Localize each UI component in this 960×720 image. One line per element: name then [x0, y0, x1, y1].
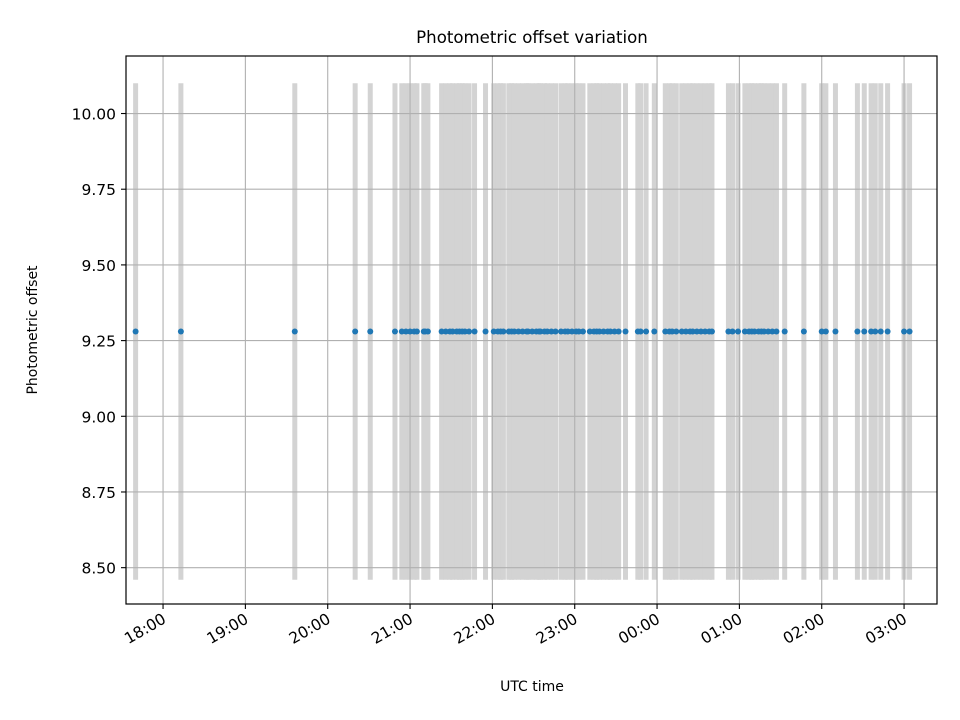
data-point	[615, 328, 622, 335]
data-point	[832, 328, 839, 335]
plot-area-frame	[125, 55, 938, 605]
y-tick-label: 9.00	[81, 408, 116, 426]
y-tick-label: 9.25	[81, 333, 116, 351]
data-point	[872, 328, 879, 335]
data-point	[500, 328, 507, 335]
data-point	[442, 328, 449, 335]
data-point	[291, 328, 298, 335]
data-point	[564, 328, 571, 335]
data-point	[901, 328, 908, 335]
data-point	[868, 328, 875, 335]
data-point	[651, 328, 658, 335]
data-point	[548, 328, 555, 335]
data-point	[413, 328, 420, 335]
data-point	[367, 328, 374, 335]
data-point	[596, 328, 603, 335]
data-point	[490, 328, 497, 335]
data-point	[761, 328, 768, 335]
data-point	[854, 328, 861, 335]
data-point	[544, 328, 551, 335]
data-point	[177, 328, 184, 335]
data-point	[352, 328, 359, 335]
data-point	[669, 328, 676, 335]
y-tick-label: 10.00	[72, 106, 116, 124]
data-point	[906, 328, 913, 335]
data-point	[673, 328, 680, 335]
data-point	[515, 328, 522, 335]
data-point	[735, 328, 742, 335]
data-point	[607, 328, 614, 335]
data-point	[637, 328, 644, 335]
data-point	[689, 328, 696, 335]
y-axis-label: Photometric offset	[25, 265, 41, 395]
data-point	[600, 328, 607, 335]
data-point	[537, 328, 544, 335]
data-point	[466, 328, 473, 335]
data-point	[579, 328, 586, 335]
data-point	[682, 328, 689, 335]
y-tick-label: 9.75	[81, 181, 116, 199]
data-point	[751, 328, 758, 335]
data-point	[702, 328, 709, 335]
data-point	[693, 328, 700, 335]
data-point	[449, 328, 456, 335]
data-point	[482, 328, 489, 335]
data-point	[884, 328, 891, 335]
data-points	[132, 328, 913, 335]
data-point	[708, 328, 715, 335]
data-point	[741, 328, 748, 335]
data-point	[800, 328, 807, 335]
y-tick-label: 8.75	[81, 484, 116, 502]
data-point	[586, 328, 593, 335]
data-point	[471, 328, 478, 335]
data-point	[781, 328, 788, 335]
data-point	[678, 328, 685, 335]
data-point	[407, 328, 414, 335]
data-point	[611, 328, 618, 335]
chart-title: Photometric offset variation	[416, 28, 648, 47]
data-point	[822, 328, 829, 335]
data-point	[398, 328, 405, 335]
data-point	[552, 328, 559, 335]
data-point	[529, 328, 536, 335]
data-point	[643, 328, 650, 335]
data-point	[877, 328, 884, 335]
data-point	[558, 328, 565, 335]
data-point	[725, 328, 732, 335]
y-tick-label: 8.50	[81, 560, 116, 578]
data-point	[519, 328, 526, 335]
data-point	[765, 328, 772, 335]
x-axis-label: UTC time	[500, 679, 564, 695]
data-point	[769, 328, 776, 335]
data-point	[861, 328, 868, 335]
data-point	[461, 328, 468, 335]
data-point	[424, 328, 431, 335]
data-point	[622, 328, 629, 335]
y-tick-label: 9.50	[81, 257, 116, 275]
data-point	[818, 328, 825, 335]
data-point	[391, 328, 398, 335]
data-point	[568, 328, 575, 335]
data-point	[575, 328, 582, 335]
data-point	[402, 328, 409, 335]
data-point	[525, 328, 532, 335]
y-axis: 8.50 8.75 9.00 9.25 9.50 9.75 10.00	[72, 106, 126, 578]
data-point	[773, 328, 780, 335]
data-point	[438, 328, 445, 335]
data-point	[132, 328, 139, 335]
data-point	[662, 328, 669, 335]
data-point	[697, 328, 704, 335]
data-point	[729, 328, 736, 335]
data-point	[511, 328, 518, 335]
